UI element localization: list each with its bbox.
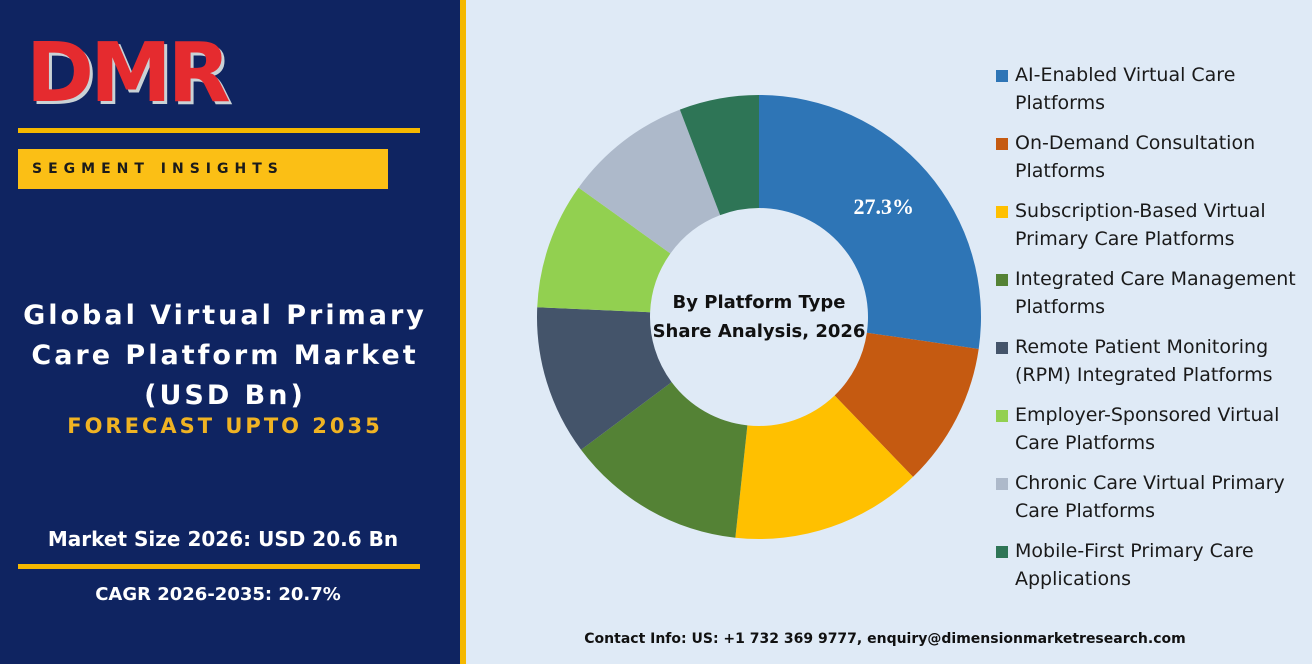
rule — [18, 564, 420, 569]
legend-label: On-Demand Consultation Platforms — [1015, 132, 1256, 182]
legend-label: Chronic Care Virtual Primary Care Platfo… — [1015, 472, 1285, 522]
legend-label: Remote Patient Monitoring (RPM) Integrat… — [1015, 336, 1273, 386]
legend-swatch — [996, 206, 1008, 218]
donut-slice — [735, 395, 913, 539]
market-size: Market Size 2026: USD 20.6 Bn — [47, 527, 399, 551]
contact: Contact Info: US: +1 732 369 9777, enqui… — [584, 631, 1186, 647]
legend-label: Employer-Sponsored Virtual Care Platform… — [1015, 404, 1280, 454]
legend-label: Mobile-First Primary Care Applications — [1015, 540, 1254, 590]
side-panel — [0, 0, 460, 664]
donut-slice — [581, 382, 748, 538]
divider — [460, 0, 466, 664]
donut-slice — [537, 187, 671, 313]
legend-swatch — [996, 546, 1008, 558]
donut-slice — [759, 95, 981, 349]
value-label: 27.3% — [854, 194, 915, 219]
donut-slice — [537, 307, 672, 450]
legend-label: Subscription-Based Virtual Primary Care … — [1015, 200, 1266, 250]
legend-swatch — [996, 70, 1008, 82]
logo: DMR — [26, 26, 231, 121]
main-title: Global Virtual Primary Care Platform Mar… — [23, 300, 427, 411]
legend-swatch — [996, 138, 1008, 150]
chart-title: By Platform Type Share Analysis, 2026 — [652, 292, 866, 342]
legend-swatch — [996, 274, 1008, 286]
section-label: SEGMENT INSIGHTS — [32, 161, 284, 177]
cagr: CAGR 2026-2035: 20.7% — [95, 584, 341, 605]
forecast: FORECAST UPTO 2035 — [67, 414, 383, 438]
legend-label: AI-Enabled Virtual Care Platforms — [1015, 64, 1236, 114]
donut-slice — [578, 109, 721, 254]
legend-swatch — [996, 342, 1008, 354]
rule — [18, 128, 420, 133]
donut-slice — [834, 332, 979, 477]
section-box: SEGMENT INSIGHTS — [18, 149, 388, 189]
legend-label: Integrated Care Management Platforms — [1015, 268, 1296, 318]
legend-swatch — [996, 410, 1008, 422]
donut-slice — [679, 95, 759, 216]
legend-swatch — [996, 478, 1008, 490]
